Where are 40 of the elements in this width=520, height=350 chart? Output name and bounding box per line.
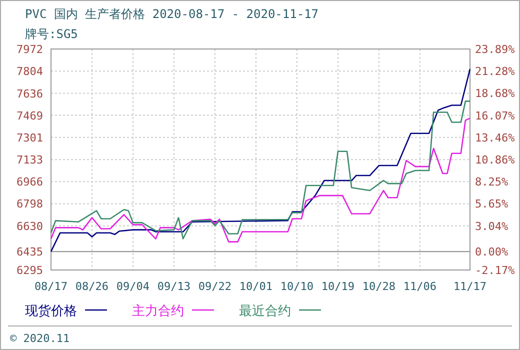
y-tick-label: 6435	[16, 246, 43, 259]
y-tick-label: 7804	[16, 65, 44, 78]
y2-tick-label: 5.65%	[475, 198, 508, 211]
x-tick-label: 09/22	[198, 280, 232, 293]
x-tick-label: 11/17	[453, 280, 487, 293]
y-tick-label: 6630	[16, 220, 43, 233]
y-tick-label: 7636	[16, 87, 43, 100]
chart-title: PVC 国内 生产者价格 2020-08-17 - 2020-11-17	[25, 7, 319, 21]
x-tick-label: 09/13	[157, 280, 191, 293]
y-tick-label: 7301	[16, 131, 43, 144]
legend-label: 主力合约	[132, 303, 184, 319]
chart-subtitle: 牌号:SG5	[25, 27, 78, 41]
y2-tick-label: 3.04%	[475, 220, 508, 233]
x-tick-label: 10/28	[362, 280, 396, 293]
x-tick-label: 08/17	[34, 280, 68, 293]
y-tick-label: 7133	[16, 154, 43, 167]
y2-tick-label: 0.00%	[475, 246, 508, 259]
x-tick-label: 11/06	[403, 280, 436, 293]
y2-tick-label: 23.89%	[475, 43, 516, 56]
x-tick-label: 10/19	[321, 280, 354, 293]
x-tick-label: 10/01	[239, 280, 273, 293]
y2-tick-label: 18.68%	[475, 87, 516, 100]
y-tick-label: 6798	[16, 198, 43, 211]
y-tick-label: 6295	[16, 264, 43, 277]
x-tick-label: 08/26	[75, 280, 109, 293]
y2-tick-label: -2.17%	[475, 264, 516, 277]
line-series	[50, 68, 471, 252]
y2-tick-label: 13.46%	[475, 131, 516, 144]
y-tick-label: 7469	[16, 109, 43, 122]
x-tick-label: 10/10	[280, 280, 314, 293]
legend-label: 现货价格	[25, 304, 77, 319]
y-tick-label: 7972	[16, 43, 43, 56]
text: © 2020.11	[10, 332, 70, 345]
x-tick-label: 09/04	[116, 280, 150, 293]
y2-tick-label: 8.25%	[475, 176, 508, 189]
y2-tick-label: 10.86%	[475, 154, 516, 166]
y-tick-label: 6966	[16, 176, 43, 189]
y2-tick-label: 21.28%	[475, 65, 516, 78]
y2-tick-label: 16.07%	[475, 109, 516, 122]
legend-label: 最近合约	[239, 304, 291, 319]
